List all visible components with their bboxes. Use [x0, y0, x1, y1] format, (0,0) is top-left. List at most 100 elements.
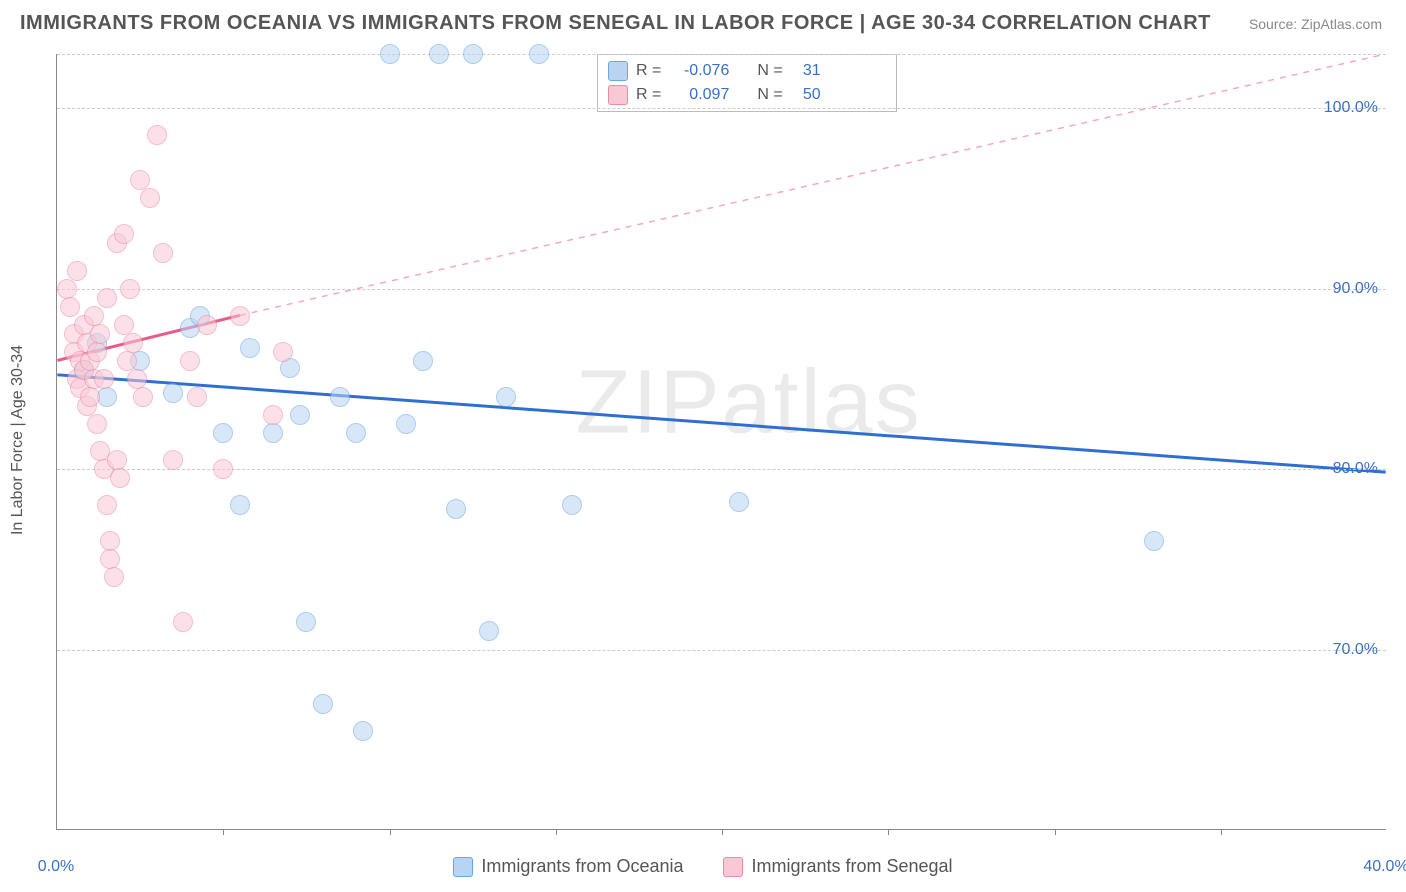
gridline-h [57, 54, 1386, 55]
series-legend: Immigrants from Oceania Immigrants from S… [0, 854, 1406, 879]
data-point-senegal [147, 125, 167, 145]
data-point-senegal [100, 549, 120, 569]
plot-area: ZIPatlas R = -0.076 N = 31 R = 0.097 N = 50 70.… [56, 54, 1386, 830]
swatch-senegal [608, 85, 628, 105]
data-point-senegal [104, 567, 124, 587]
data-point-senegal [87, 342, 107, 362]
data-point-senegal [273, 342, 293, 362]
data-point-oceania [446, 499, 466, 519]
r-label: R = [636, 62, 661, 80]
r-label: R = [636, 86, 661, 104]
y-axis-label: In Labor Force | Age 30-34 [9, 345, 27, 535]
data-point-oceania [313, 694, 333, 714]
data-point-oceania [346, 423, 366, 443]
correlation-stats-legend: R = -0.076 N = 31 R = 0.097 N = 50 [597, 54, 897, 112]
x-tick-label: 0.0% [38, 858, 74, 876]
data-point-senegal [97, 288, 117, 308]
data-point-senegal [80, 387, 100, 407]
data-point-senegal [163, 450, 183, 470]
data-point-oceania [296, 612, 316, 632]
data-point-oceania [1144, 531, 1164, 551]
data-point-senegal [187, 387, 207, 407]
x-tick [1221, 829, 1222, 835]
data-point-oceania [163, 383, 183, 403]
x-tick [390, 829, 391, 835]
legend-label: Immigrants from Senegal [751, 856, 952, 877]
source-attribution: Source: ZipAtlas.com [1249, 16, 1382, 32]
data-point-senegal [180, 351, 200, 371]
data-point-oceania [213, 423, 233, 443]
data-point-oceania [429, 44, 449, 64]
stats-row-oceania: R = -0.076 N = 31 [608, 59, 886, 83]
data-point-oceania [479, 621, 499, 641]
data-point-senegal [117, 351, 137, 371]
data-point-senegal [97, 495, 117, 515]
x-tick-label: 40.0% [1363, 858, 1406, 876]
data-point-senegal [87, 414, 107, 434]
data-point-senegal [130, 170, 150, 190]
data-point-senegal [94, 369, 114, 389]
gridline-h [57, 108, 1386, 109]
data-point-senegal [123, 333, 143, 353]
chart-title: IMMIGRANTS FROM OCEANIA VS IMMIGRANTS FR… [20, 12, 1211, 35]
y-tick-label: 70.0% [1333, 641, 1378, 659]
legend-item-oceania: Immigrants from Oceania [453, 854, 683, 879]
x-tick [1055, 829, 1056, 835]
data-point-senegal [140, 188, 160, 208]
y-tick-label: 80.0% [1333, 460, 1378, 478]
stats-row-senegal: R = 0.097 N = 50 [608, 83, 886, 107]
data-point-oceania [330, 387, 350, 407]
r-value: -0.076 [669, 62, 729, 80]
data-point-senegal [120, 279, 140, 299]
legend-label: Immigrants from Oceania [481, 856, 683, 877]
x-tick [223, 829, 224, 835]
y-tick-label: 90.0% [1333, 280, 1378, 298]
data-point-senegal [153, 243, 173, 263]
legend-item-senegal: Immigrants from Senegal [723, 854, 952, 879]
data-point-senegal [230, 306, 250, 326]
data-point-senegal [84, 306, 104, 326]
data-point-senegal [114, 224, 134, 244]
gridline-h [57, 650, 1386, 651]
watermark: ZIPatlas [576, 352, 922, 455]
data-point-oceania [396, 414, 416, 434]
data-point-oceania [380, 44, 400, 64]
data-point-oceania [353, 721, 373, 741]
trend-lines-layer [57, 54, 1386, 829]
x-tick [722, 829, 723, 835]
x-tick [888, 829, 889, 835]
n-value: 50 [791, 86, 821, 104]
data-point-senegal [197, 315, 217, 335]
swatch-oceania [608, 61, 628, 81]
r-value: 0.097 [669, 86, 729, 104]
data-point-oceania [263, 423, 283, 443]
swatch-senegal [723, 857, 743, 877]
swatch-oceania [453, 857, 473, 877]
data-point-senegal [90, 324, 110, 344]
gridline-h [57, 469, 1386, 470]
data-point-senegal [100, 531, 120, 551]
data-point-senegal [57, 279, 77, 299]
data-point-oceania [529, 44, 549, 64]
data-point-oceania [240, 338, 260, 358]
data-point-oceania [496, 387, 516, 407]
y-tick-label: 100.0% [1324, 99, 1378, 117]
n-label: N = [757, 86, 782, 104]
data-point-senegal [67, 261, 87, 281]
data-point-oceania [413, 351, 433, 371]
data-point-senegal [60, 297, 80, 317]
n-label: N = [757, 62, 782, 80]
data-point-oceania [230, 495, 250, 515]
data-point-senegal [114, 315, 134, 335]
x-tick [556, 829, 557, 835]
data-point-senegal [127, 369, 147, 389]
data-point-oceania [562, 495, 582, 515]
n-value: 31 [791, 62, 821, 80]
data-point-oceania [290, 405, 310, 425]
data-point-senegal [107, 450, 127, 470]
data-point-oceania [463, 44, 483, 64]
chart-container: IMMIGRANTS FROM OCEANIA VS IMMIGRANTS FR… [0, 0, 1406, 892]
data-point-oceania [729, 492, 749, 512]
data-point-senegal [213, 459, 233, 479]
data-point-senegal [173, 612, 193, 632]
